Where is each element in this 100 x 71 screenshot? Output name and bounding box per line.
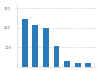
Bar xyxy=(32,25,38,67)
Bar xyxy=(54,46,59,67)
Bar xyxy=(75,63,81,67)
Bar xyxy=(43,28,49,67)
Bar xyxy=(22,19,28,67)
Bar xyxy=(86,63,91,67)
Bar xyxy=(64,61,70,67)
